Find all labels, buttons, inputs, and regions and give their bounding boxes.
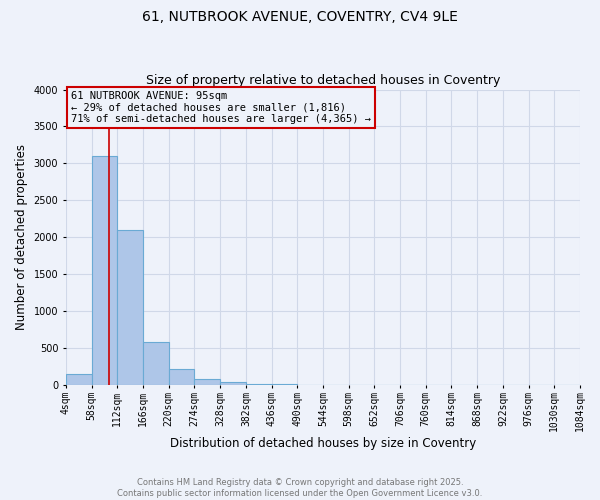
Title: Size of property relative to detached houses in Coventry: Size of property relative to detached ho… — [146, 74, 500, 87]
Bar — [92, 156, 118, 385]
Text: Contains HM Land Registry data © Crown copyright and database right 2025.
Contai: Contains HM Land Registry data © Crown c… — [118, 478, 482, 498]
X-axis label: Distribution of detached houses by size in Coventry: Distribution of detached houses by size … — [170, 437, 476, 450]
Y-axis label: Number of detached properties: Number of detached properties — [15, 144, 28, 330]
Bar — [246, 384, 272, 385]
Bar — [66, 374, 92, 385]
Bar — [118, 230, 143, 385]
Bar — [143, 342, 169, 385]
Bar — [169, 368, 194, 385]
Text: 61 NUTBROOK AVENUE: 95sqm
← 29% of detached houses are smaller (1,816)
71% of se: 61 NUTBROOK AVENUE: 95sqm ← 29% of detac… — [71, 91, 371, 124]
Bar — [220, 382, 246, 385]
Bar — [194, 379, 220, 385]
Text: 61, NUTBROOK AVENUE, COVENTRY, CV4 9LE: 61, NUTBROOK AVENUE, COVENTRY, CV4 9LE — [142, 10, 458, 24]
